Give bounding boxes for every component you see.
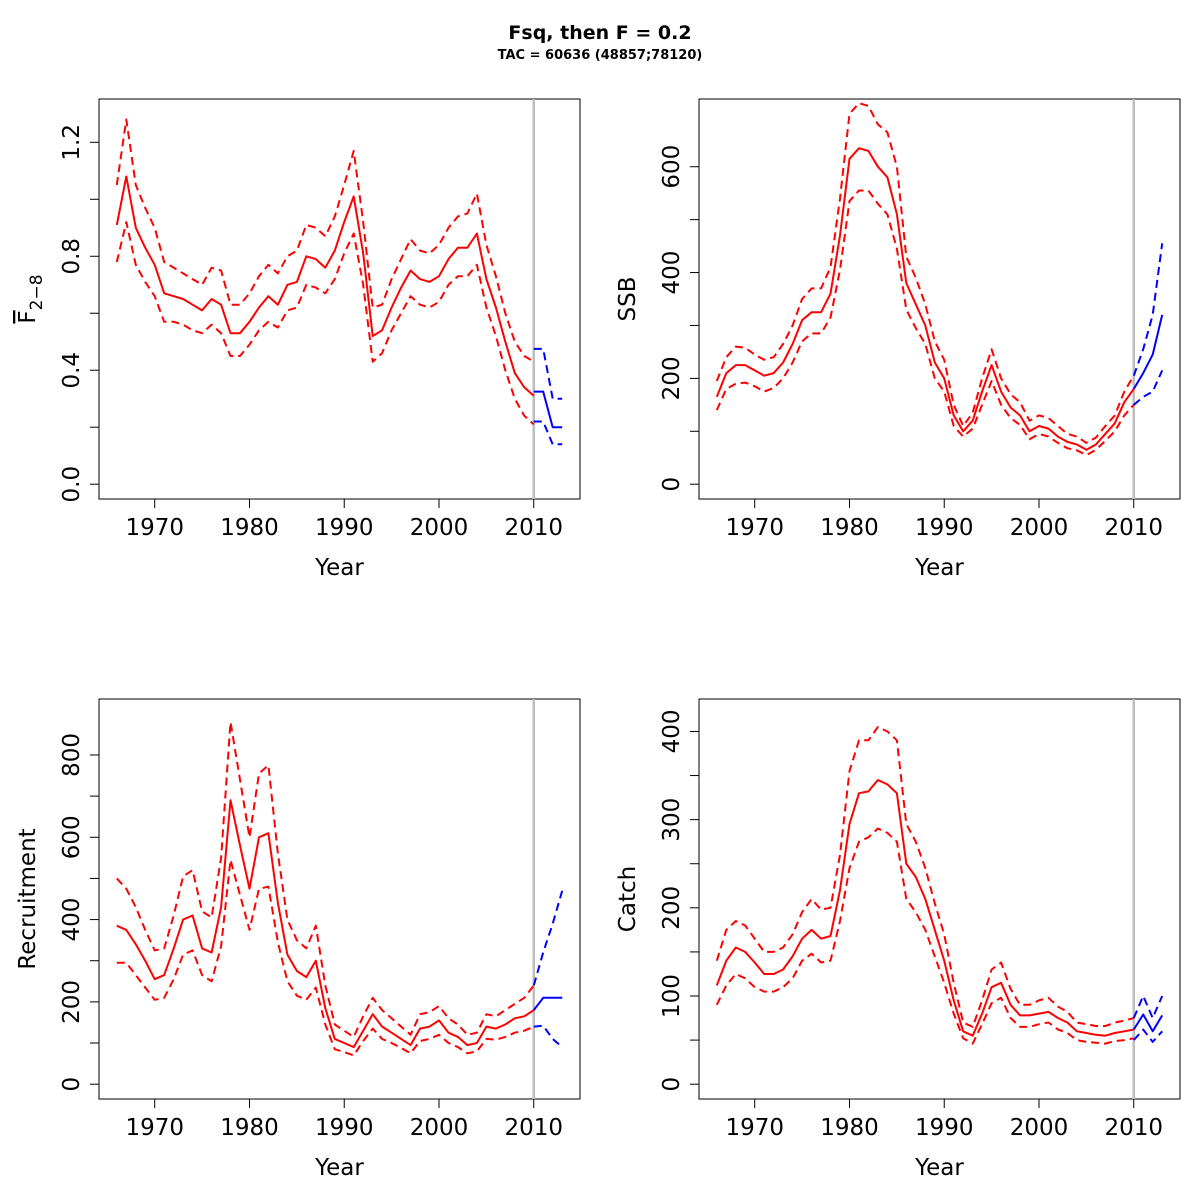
y-axis-label: Recruitment: [15, 828, 41, 969]
y-tick-label: 200: [659, 356, 685, 400]
plot-frame: [98, 698, 581, 1100]
projection-upper-line: [533, 347, 563, 400]
y-axis-label-main: F: [15, 310, 41, 323]
historic-estimate-line: [115, 175, 535, 397]
projection-estimate-line: [533, 390, 563, 429]
historic-estimate-line: [715, 779, 1134, 1037]
chart-panel-recruitment: 1970 1980 1990 2000 2010 0 200 400 600 800 Year Rec…: [15, 698, 581, 1181]
x-tick-label: 1970: [725, 515, 784, 541]
historic-lower-line: [115, 221, 535, 426]
x-tick-label: 2010: [1104, 515, 1163, 541]
projection-lower-line: [1133, 1028, 1163, 1043]
x-tick-label: 1980: [220, 1115, 279, 1141]
historic-estimate-line: [116, 799, 535, 1049]
projection-upper-line: [1132, 243, 1164, 377]
projection-estimate-line: [533, 996, 563, 1011]
historic-lower-line: [715, 189, 1135, 457]
y-tick-label: 600: [59, 815, 85, 859]
y-tick-label: 0.4: [59, 352, 85, 389]
plot-frame: [98, 98, 581, 500]
y-tick-label: 200: [59, 980, 85, 1024]
chart-panel-fbar: 1970 1980 1990 2000 2010 0.0 0.4 0.8 1.2 Year F2−8: [15, 98, 581, 581]
x-tick-label: 2000: [410, 1115, 469, 1141]
x-tick-label: 2000: [1010, 515, 1069, 541]
y-tick-label: 0: [659, 1077, 685, 1092]
projection-lower-line: [1133, 369, 1164, 406]
historic-upper-line: [715, 102, 1135, 444]
y-tick-label: 800: [59, 733, 85, 777]
figure-title: Fsq, then F = 0.2: [508, 22, 692, 44]
y-tick-label: 400: [659, 709, 685, 753]
y-tick-label: 400: [59, 898, 85, 942]
historic-upper-line: [115, 118, 535, 363]
historic-lower-line: [116, 858, 535, 1057]
figure-subtitle: TAC = 60636 (48857;78120): [497, 48, 703, 63]
x-tick-label: 1990: [315, 1115, 374, 1141]
y-tick-label: 0: [659, 477, 685, 492]
y-tick-label: 0.8: [59, 238, 85, 275]
y-tick-label: 0.0: [59, 466, 85, 503]
x-tick-label: 1970: [725, 1115, 784, 1141]
y-axis-label: F2−8: [15, 274, 47, 323]
y-tick-label: 600: [659, 145, 685, 189]
projection-lower-line: [533, 1024, 563, 1048]
x-axis-label: Year: [314, 1155, 364, 1181]
chart-panel-ssb: 1970 1980 1990 2000 2010 0 200 400 600 Year SSB: [615, 98, 1181, 581]
x-tick-label: 1980: [220, 515, 279, 541]
plot-frame: [698, 98, 1181, 500]
x-tick-label: 2010: [504, 515, 563, 541]
x-axis-label: Year: [914, 1155, 964, 1181]
x-tick-label: 1970: [125, 1115, 184, 1141]
plot-frame: [698, 698, 1181, 1100]
x-tick-label: 1990: [315, 515, 374, 541]
x-tick-label: 2000: [410, 515, 469, 541]
projection-upper-line: [532, 890, 564, 986]
x-tick-label: 1990: [915, 515, 974, 541]
projection-estimate-line: [1132, 314, 1164, 390]
x-axis-label: Year: [314, 555, 364, 581]
x-tick-label: 2000: [1010, 1115, 1069, 1141]
y-tick-label: 1.2: [59, 124, 85, 161]
y-tick-label: 300: [659, 798, 685, 842]
historic-upper-line: [116, 721, 535, 1038]
x-tick-label: 1970: [125, 515, 184, 541]
x-tick-label: 1980: [820, 1115, 879, 1141]
chart-panel-catch: 1970 1980 1990 2000 2010 0 100 200 300 400 Year Cat…: [615, 698, 1181, 1181]
y-axis-label-subscript: 2−8: [27, 274, 47, 310]
y-tick-label: 400: [659, 251, 685, 295]
y-axis-label: Catch: [615, 866, 641, 932]
historic-lower-line: [715, 827, 1134, 1045]
projection-upper-line: [1132, 995, 1164, 1019]
x-tick-label: 2010: [1104, 1115, 1163, 1141]
historic-upper-line: [715, 726, 1135, 1028]
y-axis-label: SSB: [615, 277, 641, 322]
x-tick-label: 1990: [915, 1115, 974, 1141]
x-tick-label: 1980: [820, 515, 879, 541]
y-tick-label: 100: [659, 974, 685, 1018]
x-tick-label: 2010: [504, 1115, 563, 1141]
x-axis-label: Year: [914, 555, 964, 581]
y-tick-label: 200: [659, 886, 685, 930]
y-tick-label: 0: [59, 1077, 85, 1092]
historic-estimate-line: [715, 147, 1135, 451]
projection-estimate-line: [1132, 1013, 1164, 1033]
projection-lower-line: [533, 420, 563, 446]
